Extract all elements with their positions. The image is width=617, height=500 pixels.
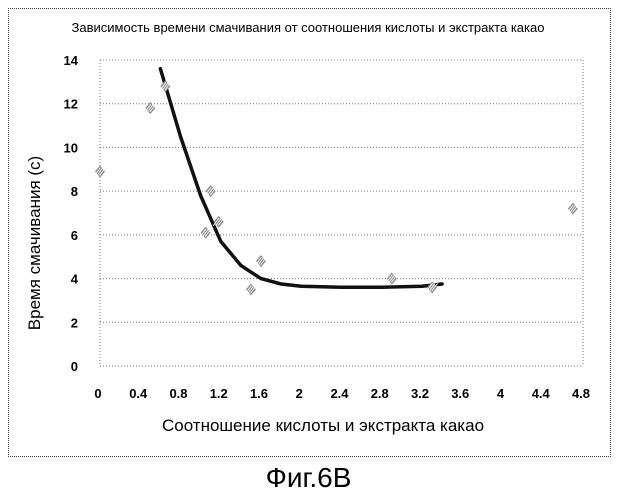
data-point [245, 284, 256, 296]
x-tick-label: 0.4 [129, 386, 148, 401]
trend-line [160, 69, 442, 288]
x-tick-label: 0 [94, 386, 101, 401]
data-point [386, 273, 397, 285]
chart-title: Зависимость времени смачивания от соотно… [72, 20, 545, 35]
x-tick-label: 4 [497, 386, 505, 401]
x-tick-label: 1.2 [210, 386, 228, 401]
y-tick-label: 12 [64, 97, 78, 112]
y-tick-label: 4 [71, 272, 79, 287]
y-tick-label: 10 [64, 140, 78, 155]
y-axis-label: Время смачивания (с) [25, 156, 44, 330]
x-tick-label: 4.8 [572, 386, 590, 401]
data-point [200, 227, 211, 239]
figure-caption: Фиг.6B [0, 462, 617, 494]
y-tick-label: 14 [64, 53, 79, 68]
x-tick-label: 4.4 [532, 386, 551, 401]
y-tick-label: 8 [71, 184, 78, 199]
data-point [205, 185, 216, 197]
data-point [256, 255, 267, 267]
y-tick-label: 2 [71, 315, 78, 330]
x-axis-label: Соотношение кислоты и экстракта какао [162, 416, 484, 435]
data-point [567, 203, 578, 215]
x-tick-label: 2.4 [330, 386, 349, 401]
data-point [95, 165, 106, 177]
x-tick-label: 0.8 [169, 386, 187, 401]
data-point [160, 80, 171, 92]
x-tick-label: 3.6 [451, 386, 469, 401]
y-tick-label: 0 [71, 359, 78, 374]
x-tick-label: 3.2 [411, 386, 429, 401]
x-tick-label: 2 [296, 386, 303, 401]
y-tick-label: 6 [71, 228, 78, 243]
x-tick-label: 1.6 [250, 386, 268, 401]
x-tick-label: 2.8 [371, 386, 389, 401]
